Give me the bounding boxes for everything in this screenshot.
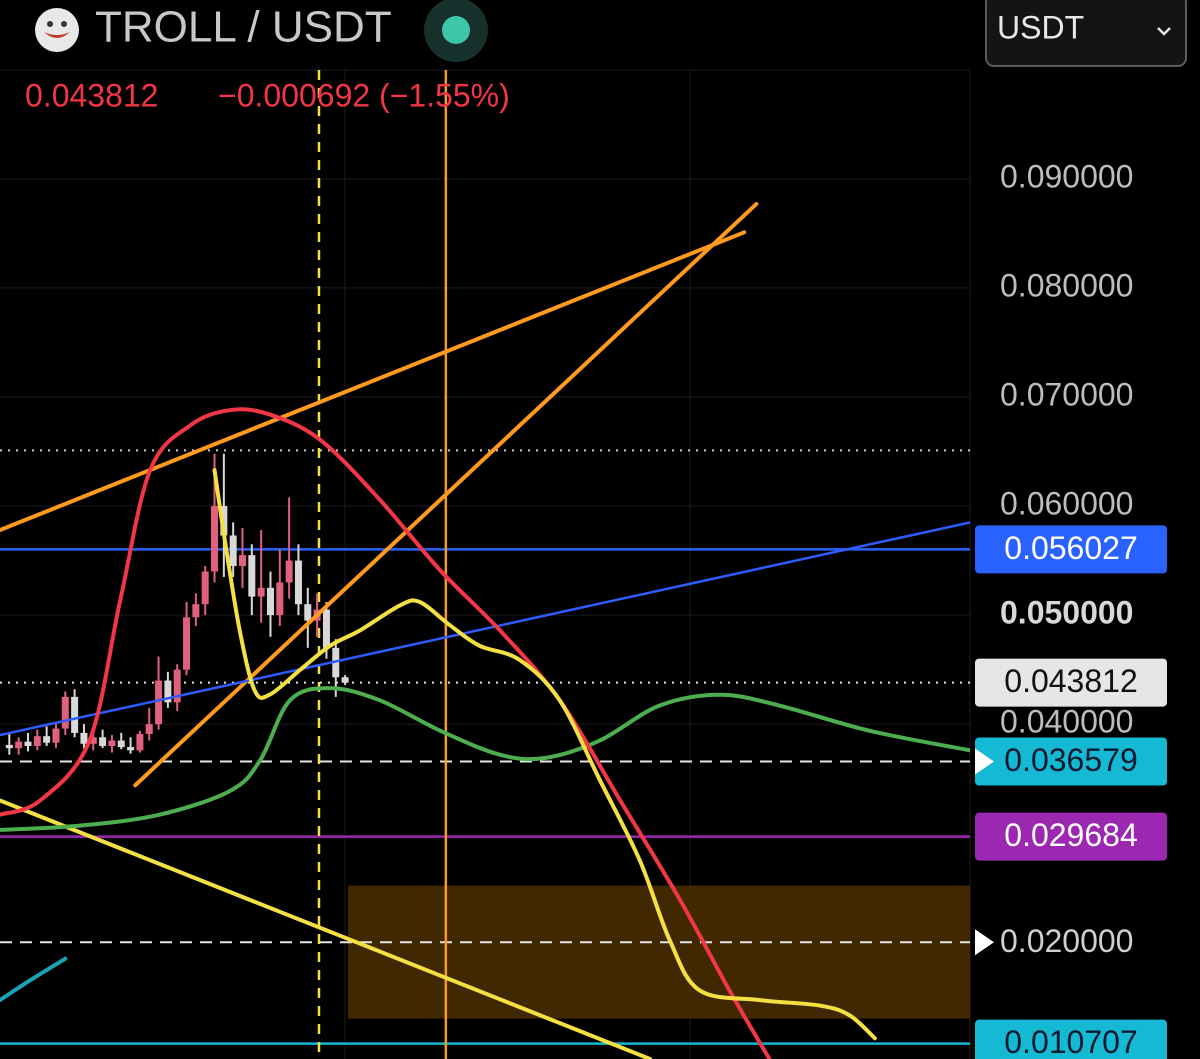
price-label-arrow [975,929,994,956]
price-label-arrow [975,748,994,775]
candle-body [192,604,200,618]
candle-body [71,696,79,733]
price-label: 0.029684 [1004,817,1137,853]
price-axis: 0.090000 0.080000 0.070000 0.060000 0.050000… [975,158,1167,1059]
candle-body [80,732,88,744]
trend-line [133,201,759,788]
y-tick-label: 0.080000 [1000,267,1133,303]
candle-body [155,680,163,725]
candle-body [127,747,135,751]
trend-line [0,230,747,533]
indicator-curve [0,407,772,1059]
symbol-title: TROLL / USDT [95,3,392,52]
status-dot [442,16,470,44]
currency-selector-box[interactable] [985,0,1187,67]
price-label-backdrop [975,920,1167,965]
y-tick-label: 0.040000 [1000,704,1133,740]
candle-body [5,744,13,749]
candle-body [257,587,265,597]
candle-body [33,736,41,746]
candle-body [15,741,23,749]
price-label: 0.020000 [1000,923,1133,959]
price-change: −0.000692 (−1.55%) [218,77,510,113]
candle-body [164,680,172,703]
currency-selector[interactable]: USDT [985,0,1187,67]
coin-icon [35,8,79,52]
price-label: 0.036579 [1004,742,1137,778]
candle-body [173,669,181,703]
indicator-curve [0,686,970,832]
zone [347,885,970,1019]
y-tick-label: 0.050000 [1000,595,1133,631]
candle-body [276,582,284,616]
price-label-box [975,737,1167,786]
price-label: 0.043812 [1004,663,1137,699]
candle-body [24,741,32,746]
coin-icon-eye [47,21,53,27]
coin-icon-mouth [44,32,70,38]
y-tick-label: 0.060000 [1000,486,1133,522]
candle-body [304,604,312,621]
indicator-curve [212,468,877,1041]
candle-body [322,609,330,648]
price-label-box [975,658,1167,707]
candle-body [43,736,51,743]
candle-body [229,535,237,567]
candle-body [99,737,107,746]
candle-body [145,724,153,734]
candle-body [341,677,349,683]
candle-body [285,560,293,583]
candle-body [89,737,97,744]
candle-body [117,740,125,748]
candle-body [61,696,69,729]
chevron[interactable] [1157,27,1171,36]
last-price: 0.043812 [25,77,158,113]
indicator-curve [0,956,68,1003]
price-label: 0.056027 [1004,530,1137,566]
candle-body [136,733,144,751]
candle-body [201,571,209,605]
candle-body [211,506,219,572]
y-tick-label: 0.090000 [1000,158,1133,194]
candle-body [52,728,60,743]
candle-body [183,617,191,670]
currency-label[interactable]: USDT [997,9,1084,45]
candle-body [239,555,246,567]
candle-body [248,555,256,597]
price-label: 0.010707 [1004,1024,1137,1059]
candle-body [294,560,302,605]
trend-line [0,798,653,1059]
price-label-box [975,1019,1167,1059]
price-label-box [975,525,1167,574]
price-label-box [975,812,1167,861]
header: TROLL / USDT 0.043812 −0.000692 (−1.55%) [25,0,510,113]
coin-icon-eye [61,21,67,27]
trend-line [0,521,970,737]
candle-body [108,740,116,746]
plot-area [0,70,970,1059]
candle-body [266,587,274,616]
y-tick-label: 0.070000 [1000,376,1133,412]
